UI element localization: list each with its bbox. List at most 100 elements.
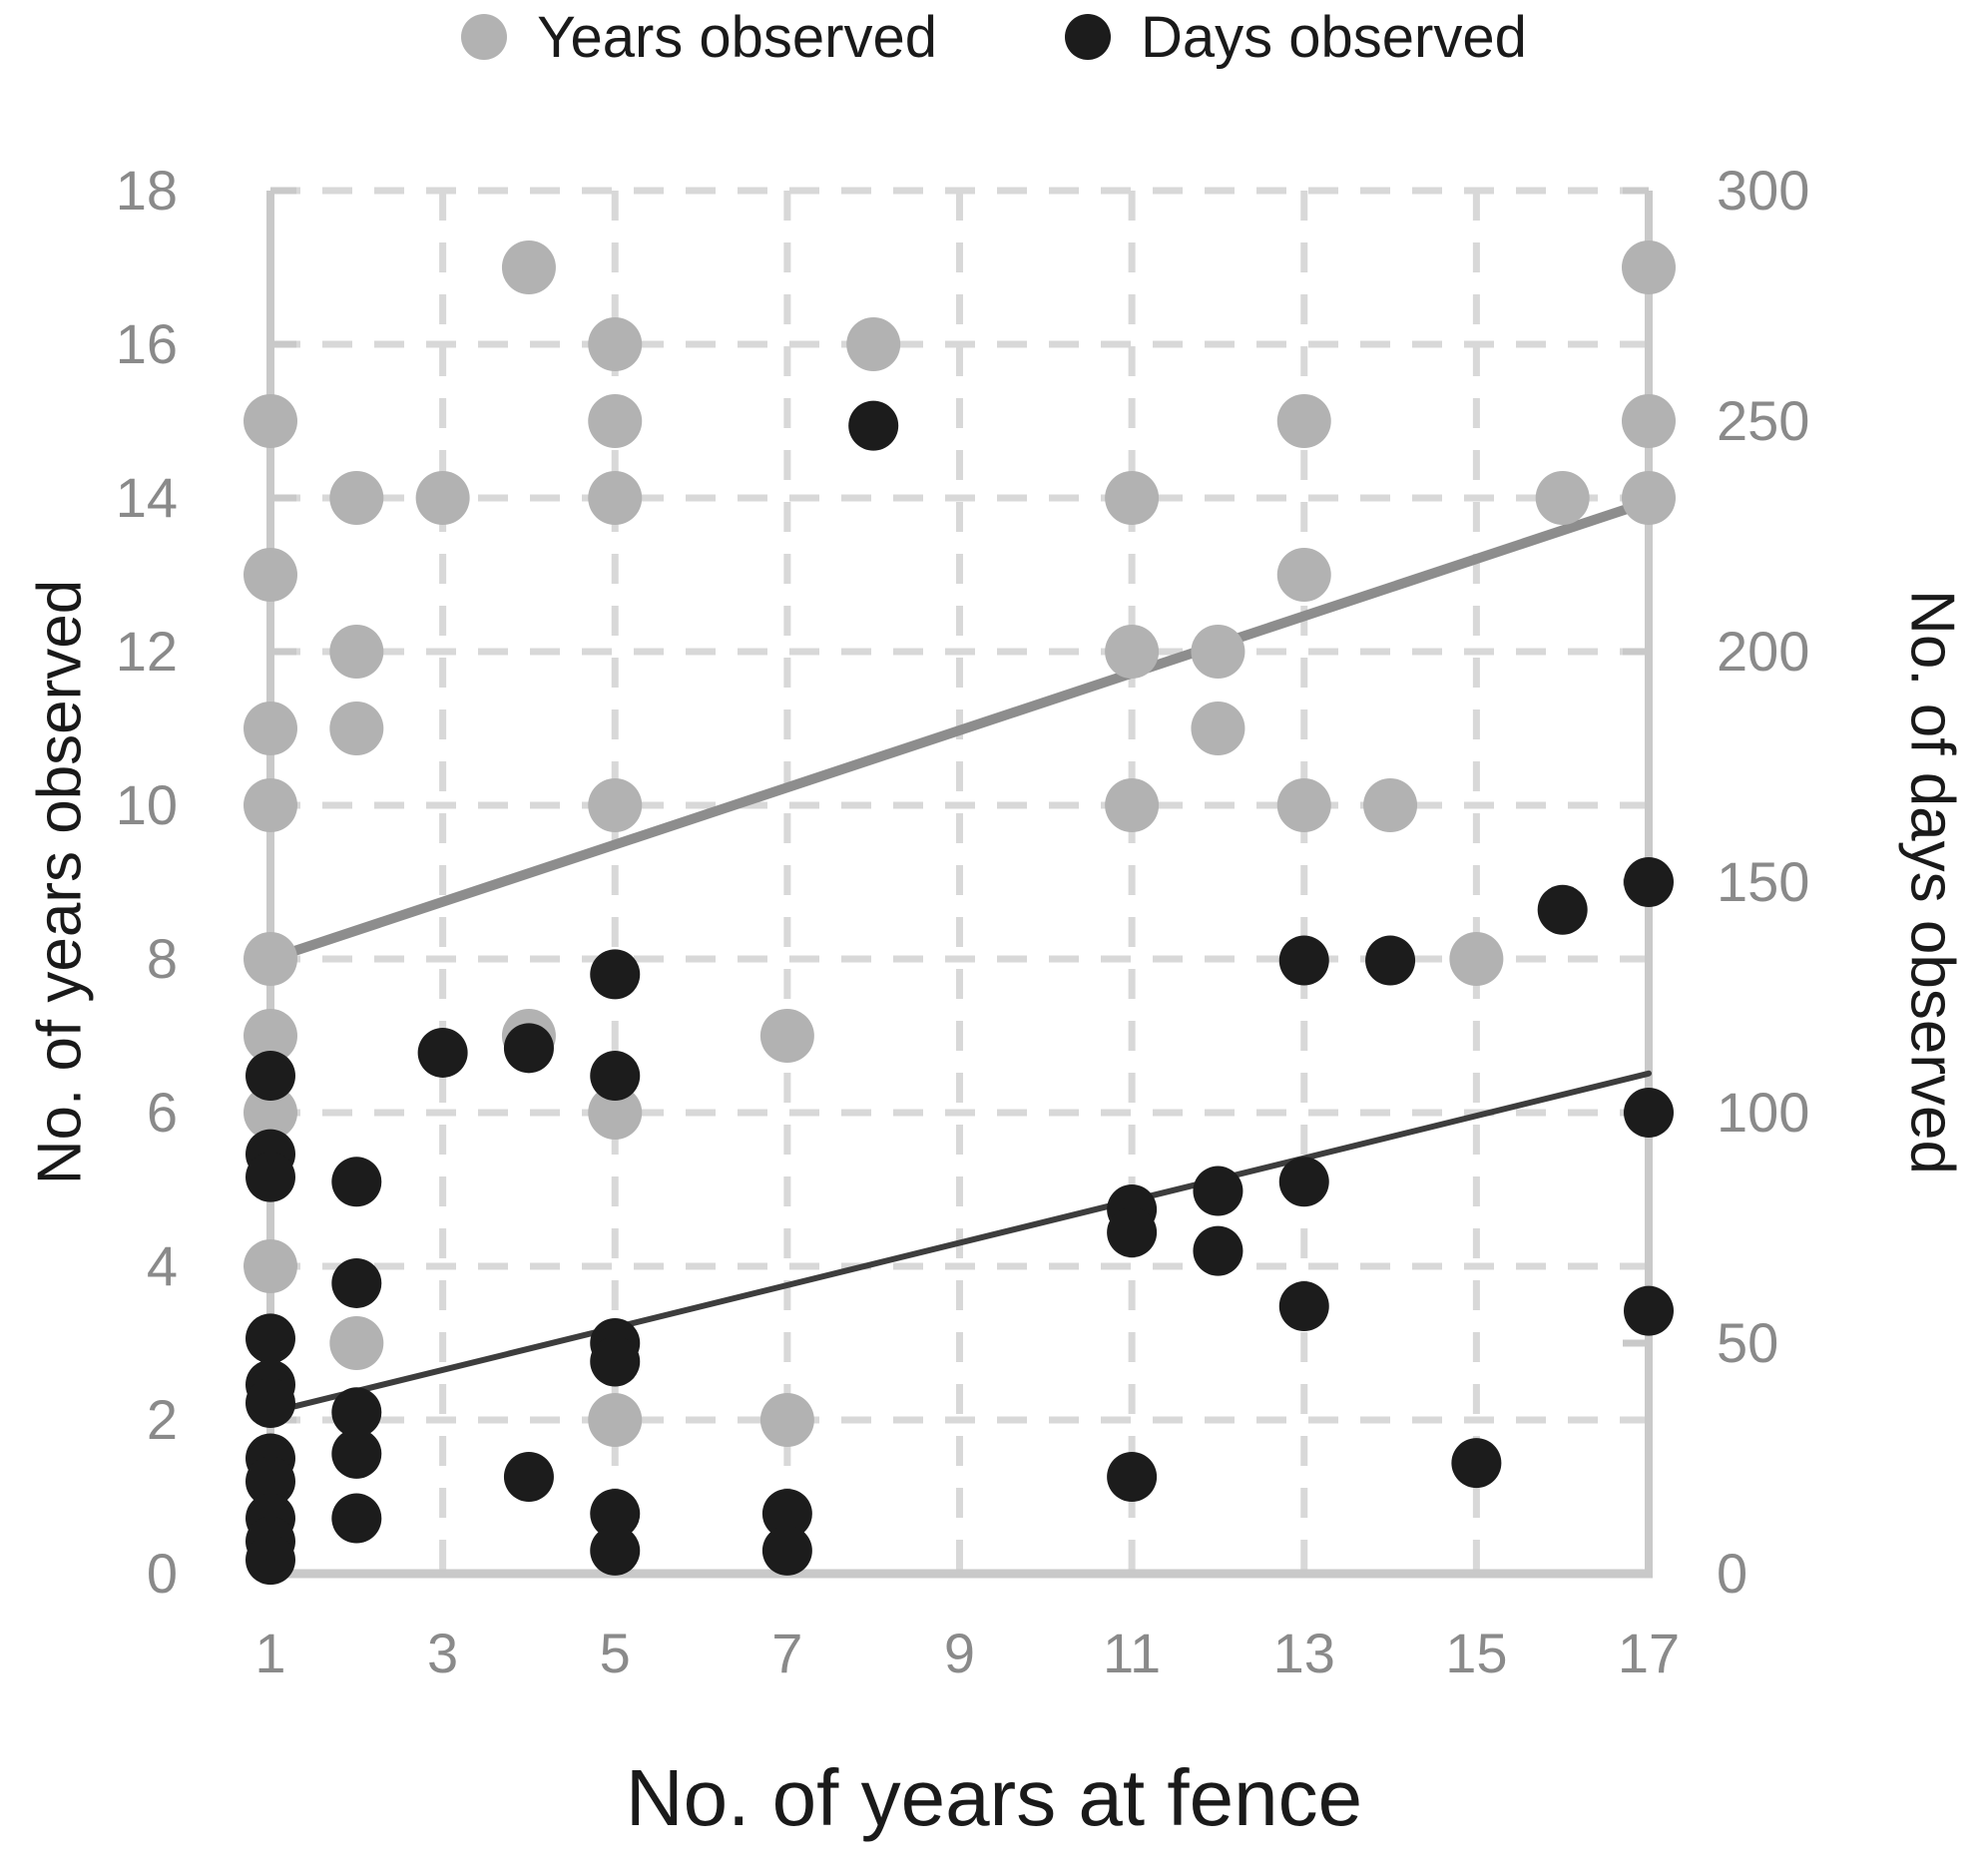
scatter-point-left <box>244 1009 297 1063</box>
scatter-point-right <box>590 1525 641 1576</box>
scatter-point-left <box>1191 702 1245 755</box>
scatter-point-left <box>1105 625 1160 679</box>
scatter-point-left <box>1622 394 1676 448</box>
x-axis-tick-label: 7 <box>771 1622 803 1684</box>
left-axis-tick-label: 0 <box>146 1542 178 1605</box>
scatter-point-right <box>1624 857 1674 907</box>
scatter-point-left <box>244 932 297 986</box>
scatter-point-left <box>329 1316 384 1370</box>
scatter-point-right <box>246 1313 295 1364</box>
legend-label: Years observed <box>537 4 938 70</box>
scatter-point-right <box>503 1023 554 1074</box>
left-axis-tick-label: 18 <box>115 159 178 222</box>
scatter-point-right <box>331 1157 382 1207</box>
scatter-point-left <box>1449 932 1504 986</box>
scatter-point-left <box>588 471 643 525</box>
right-axis-tick-label: 300 <box>1717 159 1810 222</box>
legend-dot-icon <box>1065 14 1112 60</box>
scatter-point-right <box>848 400 899 451</box>
scatter-point-left <box>501 240 556 294</box>
right-axis-tick-label: 150 <box>1717 850 1810 913</box>
scatter-point-left <box>1105 471 1160 525</box>
x-axis-tick-label: 3 <box>427 1622 459 1684</box>
scatter-point-left <box>1363 778 1418 832</box>
scatter-point-right <box>1537 884 1588 935</box>
scatter-point-left <box>329 702 384 755</box>
scatter-point-left <box>244 778 297 832</box>
legend-item-0: Years observed <box>461 4 937 71</box>
scatter-point-right <box>331 1493 382 1544</box>
x-axis-title: No. of years at fence <box>625 1753 1363 1842</box>
x-axis-tick-label: 15 <box>1445 1622 1508 1684</box>
scatter-point-left <box>244 702 297 755</box>
x-axis-tick-label: 13 <box>1272 1622 1335 1684</box>
scatter-point-left <box>244 1239 297 1293</box>
scatter-point-right <box>246 1378 295 1429</box>
scatter-point-right <box>761 1488 812 1539</box>
scatter-point-left <box>588 1393 643 1447</box>
scatter-point-right <box>1278 1157 1329 1207</box>
scatter-point-right <box>590 1336 641 1387</box>
scatter-point-left <box>1276 394 1331 448</box>
scatter-point-left <box>1105 778 1160 832</box>
scatter-point-right <box>331 1428 382 1479</box>
legend-item-1: Days observed <box>1065 4 1527 71</box>
right-axis-tick-label: 100 <box>1717 1081 1810 1144</box>
scatter-point-left <box>1535 471 1590 525</box>
scatter-point-right <box>590 949 641 1000</box>
x-axis-tick-label: 9 <box>943 1622 976 1684</box>
scatter-point-right <box>417 1027 468 1078</box>
right-axis-tick-label: 200 <box>1717 620 1810 683</box>
scatter-point-left <box>588 394 643 448</box>
right-axis-tick-label: 50 <box>1717 1311 1779 1374</box>
scatter-point-left <box>415 471 470 525</box>
left-axis-tick-label: 10 <box>115 773 178 836</box>
left-axis-tick-label: 8 <box>146 927 178 990</box>
legend-dot-icon <box>461 14 508 60</box>
x-axis-tick-label: 5 <box>599 1622 631 1684</box>
left-axis-tick-label: 4 <box>146 1234 178 1297</box>
scatter-point-left <box>244 394 297 448</box>
left-axis-tick-label: 6 <box>146 1081 178 1144</box>
right-axis-tick-label: 0 <box>1717 1542 1748 1605</box>
scatter-point-left <box>329 625 384 679</box>
scatter-point-right <box>1624 1285 1674 1336</box>
left-axis-tick-label: 12 <box>115 620 178 683</box>
scatter-point-right <box>1278 1281 1329 1332</box>
scatter-point-right <box>1107 1207 1158 1258</box>
scatter-point-right <box>1451 1438 1502 1489</box>
scatter-point-right <box>246 1456 295 1507</box>
left-axis-tick-label: 14 <box>115 466 178 529</box>
scatter-point-right <box>246 1535 295 1586</box>
scatter-point-left <box>1276 548 1331 602</box>
right-axis-title: No. of days observed <box>1897 590 1967 1174</box>
scatter-point-right <box>331 1387 382 1438</box>
scatter-point-right <box>1107 1451 1158 1502</box>
left-axis-title: No. of years observed <box>25 579 95 1185</box>
scatter-point-right <box>590 1488 641 1539</box>
x-axis-tick-label: 11 <box>1103 1622 1162 1684</box>
trend-line-left <box>265 496 1654 964</box>
scatter-point-right <box>331 1257 382 1308</box>
scatter-point-right <box>590 1051 641 1102</box>
scatter-point-right <box>503 1451 554 1502</box>
scatter-point-right <box>1278 935 1329 986</box>
scatter-point-left <box>588 778 643 832</box>
scatter-point-left <box>759 1393 814 1447</box>
scatter-point-left <box>1622 471 1676 525</box>
scatter-point-left <box>244 548 297 602</box>
scatter-point-left <box>759 1009 814 1063</box>
trend-line-right <box>267 1070 1652 1416</box>
scatter-point-right <box>1193 1225 1243 1276</box>
scatter-point-left <box>588 317 643 371</box>
scatter-point-right <box>1365 935 1416 986</box>
scatter-point-left <box>1191 625 1245 679</box>
scatter-point-right <box>246 1051 295 1102</box>
scatter-point-left <box>329 471 384 525</box>
scatter-point-left <box>588 1086 643 1140</box>
scatter-point-right <box>1193 1166 1243 1216</box>
legend: Years observed Days observed <box>0 4 1988 70</box>
legend-label: Days observed <box>1141 4 1527 70</box>
